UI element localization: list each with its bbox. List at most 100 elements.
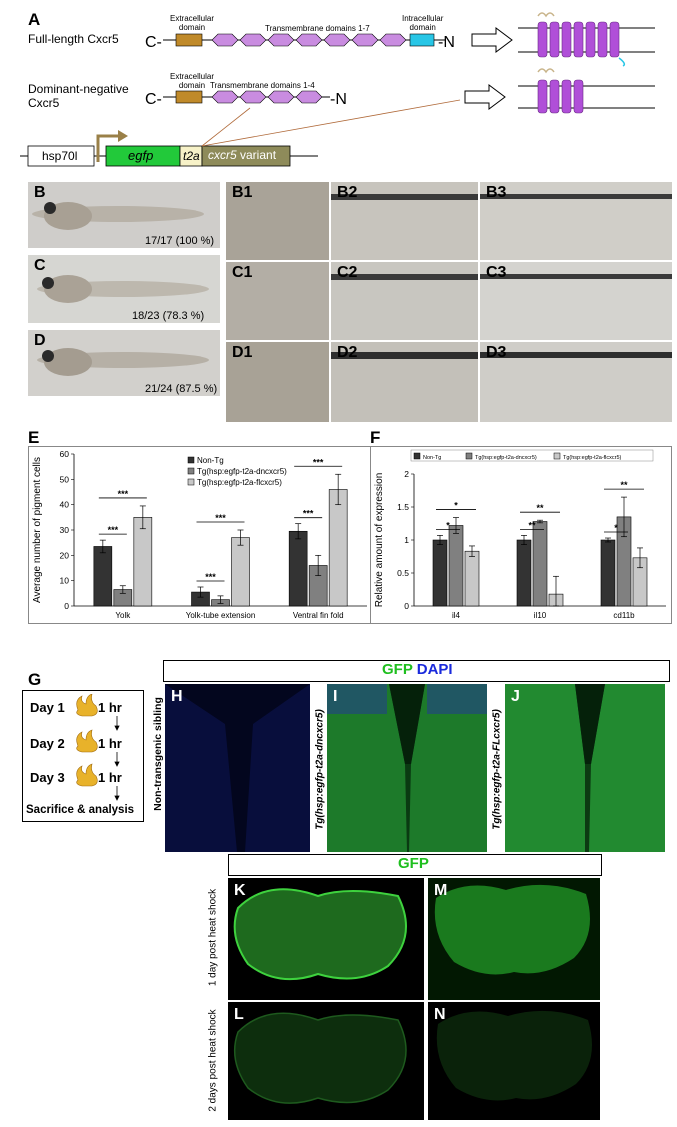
bar bbox=[532, 521, 548, 607]
zoom-image-b3: B3 bbox=[480, 182, 672, 260]
category-label: cd11b bbox=[613, 611, 635, 620]
n-term-full: -N bbox=[438, 34, 455, 51]
hsp70l-label: hsp70l bbox=[42, 149, 78, 163]
y-tick-label: 2 bbox=[404, 469, 409, 479]
embryo-image-c: C bbox=[28, 255, 220, 323]
heat-shock-icons bbox=[76, 694, 120, 801]
row-label-2: 2 days post heat shock bbox=[207, 1009, 219, 1112]
bar bbox=[133, 517, 153, 607]
category-label: Yolk-tube extension bbox=[186, 611, 256, 620]
significance-stars: ** bbox=[536, 503, 544, 513]
legend-swatch bbox=[465, 452, 473, 460]
legend-swatch bbox=[553, 452, 561, 460]
tm-domains-full bbox=[211, 33, 407, 47]
bar bbox=[464, 550, 480, 607]
category-label: Yolk bbox=[115, 611, 131, 620]
bar bbox=[516, 539, 532, 607]
image-n: N bbox=[428, 1002, 600, 1120]
legend-swatch bbox=[187, 456, 195, 464]
extracellular-domain-box bbox=[175, 33, 203, 47]
zoom-image-d1: D1 bbox=[226, 342, 329, 422]
step-day-3: Day 3 bbox=[30, 770, 65, 785]
side-label-j: Tg(hsp:egfp-t2a-FLcxcr5) bbox=[491, 709, 503, 830]
category-label: Ventral fin fold bbox=[293, 611, 344, 620]
panel-e-label: E bbox=[28, 428, 40, 447]
legend-label: Tg(hsp:egfp-t2a-flcxcr5) bbox=[197, 478, 282, 487]
membrane-dominant-negative bbox=[518, 68, 655, 114]
arrow-right-icon bbox=[464, 84, 506, 110]
expression-chart: 0 0.5 1 1.5 2 Relative amount of expression il… bbox=[370, 446, 672, 624]
y-tick-label: 0 bbox=[64, 601, 69, 611]
significance-stars: * bbox=[614, 523, 618, 533]
gfp-dapi-title: GFP DAPI bbox=[382, 661, 453, 678]
image-m: M bbox=[428, 878, 600, 1000]
embryo-image-b: B bbox=[28, 182, 220, 248]
intracellular-domain-box bbox=[409, 33, 435, 47]
bar bbox=[93, 546, 113, 607]
pigment-cells-chart: 0 10 20 30 40 50 60 Average number of pigment c… bbox=[28, 446, 373, 624]
heat-shock-protocol-box bbox=[22, 690, 144, 822]
embryo-image-d: D bbox=[28, 330, 220, 396]
legend-swatch bbox=[187, 478, 195, 486]
gfp-dapi-header bbox=[163, 660, 670, 682]
side-label-h: Non-transgenic sibling bbox=[152, 697, 164, 811]
bar bbox=[231, 537, 250, 607]
final-step: Sacrifice & analysis bbox=[26, 804, 135, 816]
y-tick-label: 0.5 bbox=[397, 568, 409, 578]
y-tick-label: 10 bbox=[60, 576, 70, 586]
significance-stars: *** bbox=[118, 489, 129, 499]
panel-f-label: F bbox=[370, 428, 381, 447]
significance-stars: ** bbox=[528, 520, 536, 530]
dominant-negative-label: Dominant-negative Cxcr5 bbox=[28, 82, 129, 110]
y-tick-label: 50 bbox=[60, 474, 70, 484]
bar bbox=[600, 539, 616, 607]
zoom-image-d2: D2 bbox=[331, 342, 478, 422]
legend-swatch bbox=[413, 452, 421, 460]
significance-stars: ** bbox=[620, 480, 628, 490]
significance-stars: *** bbox=[313, 457, 324, 467]
zoom-image-c2: C2 bbox=[331, 262, 478, 340]
row-label-1-wrap: 1 day post heat shock bbox=[205, 880, 221, 998]
bar bbox=[432, 539, 448, 607]
gfp-header bbox=[228, 854, 602, 876]
y-axis-label: Average number of pigment cells bbox=[32, 457, 43, 603]
row-label-1: 1 day post heat shock bbox=[207, 888, 219, 987]
image-l: L bbox=[228, 1002, 424, 1120]
legend-swatch bbox=[187, 467, 195, 475]
legend-label: Tg(hsp:egfp-t2a-dncxcr5) bbox=[475, 455, 537, 461]
flame-icon bbox=[76, 694, 98, 717]
side-label-h-wrap: Non-transgenic sibling bbox=[150, 690, 164, 820]
step-dur-1: 1 hr bbox=[98, 700, 122, 715]
legend-label: Tg(hsp:egfp-t2a-flcxcr5) bbox=[563, 455, 622, 461]
zoom-image-d3: D3 bbox=[480, 342, 672, 422]
bar bbox=[448, 525, 464, 607]
side-label-i: Tg(hsp:egfp-t2a-dncxcr5) bbox=[314, 709, 326, 830]
arrow-down-icon bbox=[114, 716, 120, 801]
y-axis-label: Relative amount of expression bbox=[374, 473, 385, 608]
side-label-j-wrap: Tg(hsp:egfp-t2a-FLcxcr5) bbox=[489, 690, 503, 850]
y-tick-label: 30 bbox=[60, 525, 70, 535]
step-day-1: Day 1 bbox=[30, 700, 65, 715]
egfp-label: egfp bbox=[128, 148, 154, 163]
significance-stars: *** bbox=[205, 572, 216, 582]
count-b: 17/17 (100 %) bbox=[145, 235, 215, 247]
row-label-2-wrap: 2 days post heat shock bbox=[205, 1005, 221, 1120]
full-length-label: Full-length Cxcr5 bbox=[28, 32, 119, 46]
significance-stars: *** bbox=[303, 509, 314, 519]
bar bbox=[328, 489, 348, 607]
significance-stars: * bbox=[454, 501, 458, 511]
extracellular-label-dn: Extracellular domain bbox=[170, 72, 215, 90]
panel-a-diagram bbox=[20, 12, 655, 167]
significance-stars: *** bbox=[215, 513, 226, 523]
image-i: I bbox=[327, 684, 487, 852]
step-dur-3: 1 hr bbox=[98, 770, 122, 785]
legend-label: Non-Tg bbox=[197, 456, 224, 465]
n-term-dn: -N bbox=[330, 91, 347, 108]
legend-label: Tg(hsp:egfp-t2a-dncxcr5) bbox=[197, 467, 287, 476]
y-tick-label: 1.5 bbox=[397, 502, 409, 512]
tm14-label: Transmembrane domains 1-4 bbox=[210, 81, 315, 90]
step-dur-2: 1 hr bbox=[98, 736, 122, 751]
zoom-image-b1: B1 bbox=[226, 182, 329, 260]
zoom-image-c1: C1 bbox=[226, 262, 329, 340]
gfp-title: GFP bbox=[398, 855, 429, 872]
